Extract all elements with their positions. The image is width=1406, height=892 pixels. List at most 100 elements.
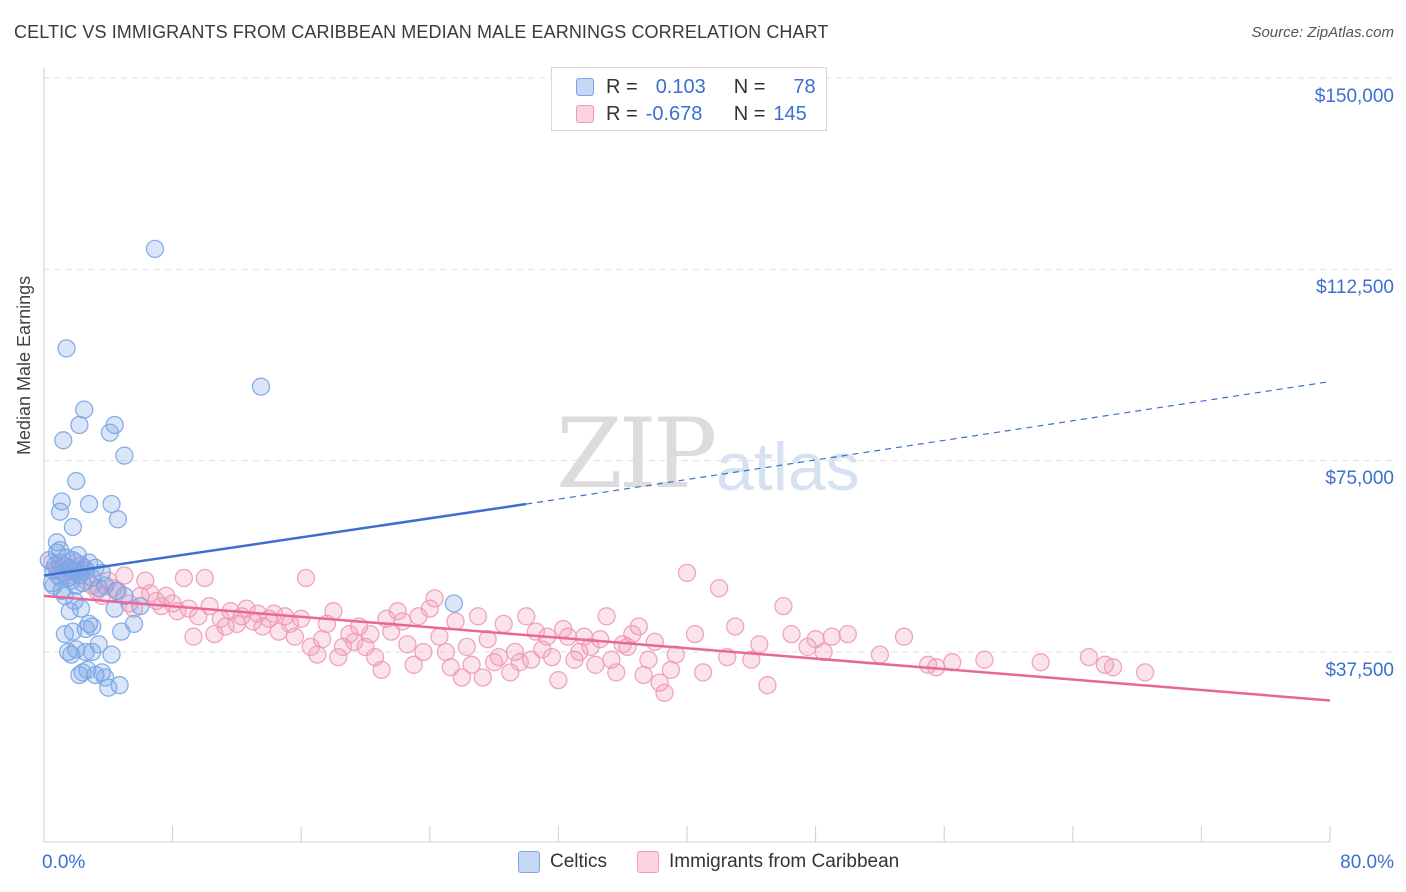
celtics-trend-line xyxy=(43,502,527,577)
caribbean-point xyxy=(468,607,488,626)
celtics-swatch xyxy=(576,78,594,96)
caribbean-point xyxy=(838,624,857,644)
x-min-label: 0.0% xyxy=(42,852,86,873)
caribbean-point xyxy=(581,637,600,657)
caribbean-legend-label: Immigrants from Caribbean xyxy=(669,851,900,872)
caribbean-point xyxy=(457,637,476,657)
caribbean-point xyxy=(586,655,605,674)
celtics-point xyxy=(65,591,84,611)
caribbean-trend-line xyxy=(43,594,1331,702)
celtics-point xyxy=(52,492,71,511)
caribbean-point xyxy=(517,607,536,626)
caribbean-swatch xyxy=(576,105,594,123)
caribbean-point xyxy=(639,650,658,669)
caribbean-point xyxy=(174,568,194,588)
caribbean-point xyxy=(758,676,777,695)
caribbean-point xyxy=(494,614,513,634)
caribbean-point xyxy=(822,627,841,646)
celtics-point xyxy=(95,576,115,595)
caribbean-point xyxy=(774,596,793,616)
grid-lines xyxy=(44,77,1395,653)
celtics-point xyxy=(110,676,129,695)
caribbean-point xyxy=(436,642,456,662)
n-value: 145 xyxy=(773,102,807,125)
caribbean-point xyxy=(677,563,697,583)
celtics-point xyxy=(95,668,115,687)
caribbean-point xyxy=(894,627,914,646)
caribbean-point xyxy=(404,655,423,674)
celtics-point xyxy=(70,415,89,435)
chart-title: CELTIC VS IMMIGRANTS FROM CARIBBEAN MEDI… xyxy=(14,22,829,42)
y-axis-title: Median Male Earnings xyxy=(14,275,34,455)
celtics-point xyxy=(102,494,121,514)
caribbean-point xyxy=(742,650,761,669)
r-label: R = xyxy=(606,75,638,98)
caribbean-point xyxy=(709,579,729,598)
caribbean-point xyxy=(750,635,769,654)
y-tick-label-112500: $112,500 xyxy=(1316,277,1394,298)
trend-lines xyxy=(43,380,1331,702)
celtics-point xyxy=(54,431,73,450)
celtics-point xyxy=(79,494,99,514)
caribbean-point xyxy=(425,589,444,608)
caribbean-point xyxy=(510,653,529,672)
y-tick-label-37500: $37,500 xyxy=(1325,660,1394,681)
caribbean-point xyxy=(591,630,610,649)
celtics-point xyxy=(105,599,124,618)
celtics-point xyxy=(145,239,165,259)
celtics-legend-swatch xyxy=(518,851,540,873)
legend-item-caribbean[interactable]: Immigrants from Caribbean xyxy=(637,851,899,873)
axes xyxy=(43,68,1331,843)
celtics-point xyxy=(50,540,70,560)
celtics-point xyxy=(60,602,79,621)
caribbean-point xyxy=(521,650,541,669)
caribbean-point xyxy=(414,642,433,662)
legend-item-celtics[interactable]: Celtics xyxy=(518,851,607,873)
caribbean-point xyxy=(645,632,665,651)
source-label: Source: ZipAtlas.com xyxy=(1251,24,1394,41)
celtics-point xyxy=(108,510,128,529)
caribbean-point xyxy=(1079,647,1099,667)
celtics-point xyxy=(115,446,134,465)
caribbean-point xyxy=(607,663,626,682)
caribbean-point xyxy=(1031,653,1050,672)
celtics-point xyxy=(124,614,144,634)
caribbean-point xyxy=(489,647,509,667)
celtics-point xyxy=(62,645,81,664)
celtics-point xyxy=(57,339,76,358)
caribbean-point xyxy=(195,568,214,588)
celtics-trend-extension xyxy=(526,380,1331,505)
caribbean-point xyxy=(478,630,497,649)
caribbean-point xyxy=(1103,658,1123,677)
celtics-legend-label: Celtics xyxy=(550,851,608,872)
caribbean-point xyxy=(388,602,407,621)
watermark-zip: ZIP xyxy=(556,398,717,510)
caribbean-point xyxy=(1135,663,1155,682)
caribbean-legend-swatch xyxy=(637,851,660,873)
celtics-point xyxy=(44,576,63,595)
caribbean-point xyxy=(558,627,578,646)
caribbean-points xyxy=(42,553,1155,702)
celtics-point xyxy=(131,596,150,616)
celtics-point xyxy=(115,586,134,606)
celtics-point xyxy=(102,645,121,664)
caribbean-point xyxy=(398,635,417,654)
n-value: 78 xyxy=(793,75,816,98)
caribbean-point xyxy=(308,645,327,664)
celtics-point xyxy=(63,517,83,537)
stats-legend: R = 0.103 N = 78 R = -0.678 N = 145 xyxy=(551,67,827,131)
caribbean-point xyxy=(115,566,134,585)
caribbean-point xyxy=(542,647,562,667)
caribbean-point xyxy=(685,624,705,644)
caribbean-point xyxy=(296,568,316,588)
caribbean-point xyxy=(372,660,391,680)
caribbean-point xyxy=(361,624,380,644)
celtics-point xyxy=(67,471,86,491)
celtics-point xyxy=(99,678,118,697)
celtics-point xyxy=(75,400,94,419)
caribbean-point xyxy=(549,670,568,690)
celtics-point xyxy=(444,594,464,613)
caribbean-point xyxy=(462,655,481,674)
celtics-point xyxy=(63,622,83,641)
